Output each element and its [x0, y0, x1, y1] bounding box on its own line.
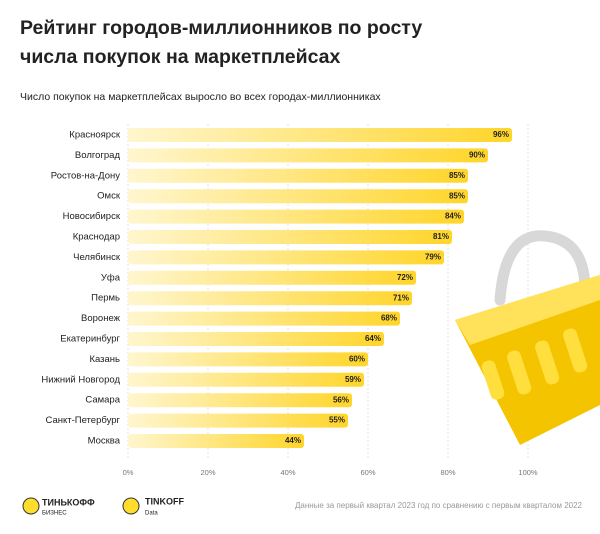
logo-text: TINKOFF [145, 496, 184, 506]
x-tick-label: 20% [200, 468, 215, 477]
logo-text: Data [145, 511, 158, 517]
y-tick-label: Воронеж [81, 313, 121, 324]
y-tick-label: Нижний Новгород [41, 374, 120, 385]
value-label: 79% [425, 253, 441, 262]
y-tick-label: Пермь [91, 293, 120, 304]
value-label: 84% [445, 212, 461, 221]
value-label: 64% [365, 334, 381, 343]
value-label: 56% [333, 395, 349, 404]
x-tick-label: 100% [518, 468, 538, 477]
logo-text: ТИНЬКОФФ [42, 497, 95, 507]
bar [128, 128, 512, 142]
basket-illustration [455, 230, 600, 445]
logo-icon [22, 497, 40, 515]
chart-title: числа покупок на маркетплейсах [20, 46, 340, 68]
value-label: 60% [349, 355, 365, 364]
value-label: 55% [329, 416, 345, 425]
y-tick-label: Новосибирск [63, 211, 121, 222]
y-tick-label: Екатеринбург [60, 334, 120, 345]
y-tick-label: Казань [89, 354, 120, 365]
chart-title: Рейтинг городов-миллионников по росту [20, 17, 422, 39]
y-tick-label: Краснодар [73, 232, 120, 243]
value-label: 85% [449, 191, 465, 200]
bar [128, 352, 368, 367]
value-label: 71% [393, 293, 409, 302]
value-label: 85% [449, 171, 465, 180]
y-tick-label: Москва [88, 436, 121, 447]
y-tick-label: Уфа [101, 272, 121, 283]
y-tick-label: Омск [97, 191, 121, 202]
y-tick-label: Санкт-Петербург [45, 415, 120, 426]
bar [128, 168, 468, 183]
x-tick-label: 60% [360, 468, 375, 477]
x-tick-label: 40% [280, 468, 295, 477]
bar [128, 230, 452, 244]
value-label: 44% [285, 436, 301, 445]
bar [128, 148, 488, 163]
value-label: 68% [381, 314, 397, 323]
bar [128, 413, 348, 428]
y-tick-label: Красноярск [69, 130, 121, 141]
x-tick-label: 80% [440, 468, 455, 477]
bar [128, 434, 304, 448]
value-label: 72% [397, 273, 413, 282]
y-tick-label: Волгоград [75, 150, 121, 161]
bar [128, 189, 468, 204]
footnote: Данные за первый квартал 2023 год по сра… [295, 501, 583, 510]
bar [128, 332, 384, 346]
y-tick-label: Самара [85, 395, 120, 406]
y-tick-label: Челябинск [73, 252, 121, 263]
bar [128, 250, 444, 265]
bar [128, 209, 464, 224]
value-label: 96% [493, 130, 509, 139]
value-label: 90% [469, 151, 485, 160]
bar [128, 311, 400, 326]
y-tick-label: Ростов-на-Дону [51, 170, 120, 181]
bar [128, 393, 352, 408]
bar [128, 291, 412, 306]
logo-icon [122, 497, 140, 515]
logo-text: БИЗНЕС [42, 511, 67, 517]
bar [128, 270, 416, 285]
value-label: 59% [345, 375, 361, 384]
x-tick-label: 0% [123, 468, 134, 477]
bar [128, 372, 364, 387]
chart-subtitle: Число покупок на маркетплейсах выросло в… [20, 91, 381, 103]
value-label: 81% [433, 232, 449, 241]
